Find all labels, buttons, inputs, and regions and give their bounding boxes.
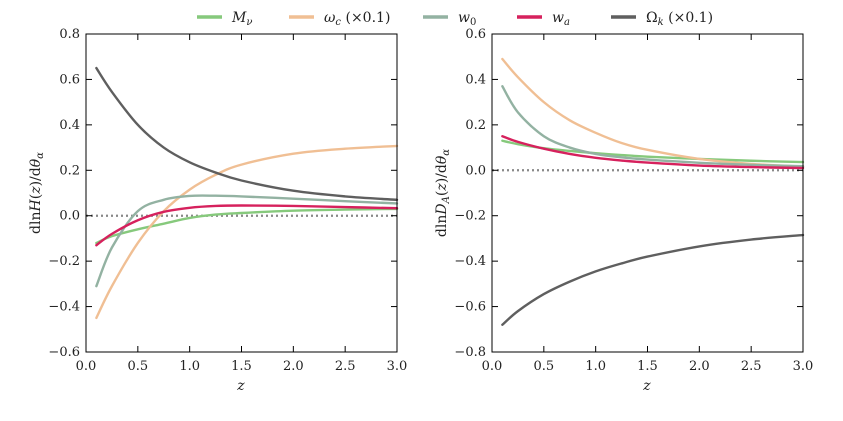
x-tick-label: 3.0 [793,359,814,374]
plot-frame-left [85,33,398,353]
legend-item-m-nu: Mν [197,10,252,28]
chart-right-distance: 0.0 0.5 1.0 1.5 2.0 2.5 3.0 −0.8 −0.6 −0.4 −0.2 0.0… [434,27,813,394]
y-tick-label: −0.8 [454,345,486,360]
y-tick-label: −0.4 [48,300,80,315]
y-tick-label: 0.6 [59,72,80,87]
legend-item-w0: w0 [423,10,476,28]
x-tick-label: 3.0 [387,359,408,374]
y-tick-label: −0.6 [48,345,80,360]
legend-item-wa: wa [517,10,570,28]
y-tick-label: −0.6 [454,300,486,315]
y-tick-label: 0.2 [465,118,486,133]
x-tick-label: 0.0 [482,359,503,374]
y-tick-label: 0.0 [59,209,80,224]
ticks-left: 0.0 0.5 1.0 1.5 2.0 2.5 3.0 −0.6 −0.4 −0.2 0.0 0.2 0… [48,27,407,374]
x-axis-label-left: z [236,378,245,394]
y-tick-label: 0.4 [59,118,80,133]
x-tick-label: 1.5 [637,359,658,374]
y-tick-label: 0.2 [59,163,80,178]
y-tick-label: −0.2 [48,254,80,269]
series-line-m-nu-left [95,207,399,245]
legend-label-wa: wa [552,10,570,28]
y-tick-label: −0.2 [454,209,486,224]
x-axis-label-right: z [642,378,651,394]
series-group-left [86,66,399,320]
series-line-omega-k-left [95,66,399,202]
y-axis-label-left: dlnH(z)/dθα [28,152,46,234]
x-tick-label: 2.5 [335,359,356,374]
chart-left-hubble: 0.0 0.5 1.0 1.5 2.0 2.5 3.0 −0.6 −0.4 −0.2 0.0 0.2 0… [28,27,407,394]
legend-item-omega-c: ωc (×0.1) [289,10,390,28]
x-tick-label: 1.0 [179,359,200,374]
legend-label-m-nu: Mν [231,10,252,28]
legend-label-omega-k: Ωk (×0.1) [646,10,713,28]
series-line-w0-right [501,85,805,168]
y-tick-label: 0.4 [465,72,486,87]
x-tick-label: 0.5 [533,359,554,374]
legend-label-w0: w0 [458,10,476,28]
y-tick-label: 0.0 [465,163,486,178]
series-line-wa-left [95,204,399,247]
x-tick-label: 1.0 [585,359,606,374]
series-line-wa-right [501,135,805,170]
x-tick-label: 0.5 [127,359,148,374]
legend-label-omega-c: ωc (×0.1) [324,10,390,28]
x-tick-label: 2.0 [689,359,710,374]
x-tick-label: 0.0 [76,359,97,374]
y-tick-label: 0.8 [59,27,80,42]
x-tick-label: 2.5 [741,359,762,374]
series-line-omega-c-right [501,57,805,168]
y-axis-label-right: dlnDA(z)/dθα [434,149,452,237]
y-tick-label: 0.6 [465,27,486,42]
y-tick-label: −0.4 [454,254,486,269]
series-group-right [492,57,805,326]
series-line-omega-c-left [95,144,399,320]
x-tick-label: 2.0 [283,359,304,374]
plot-frame-right [491,33,804,353]
x-tick-label: 1.5 [231,359,252,374]
legend: Mν ωc (×0.1) w0 wa Ωk (×0.1) [197,10,713,28]
series-line-omega-k-right [501,233,805,326]
ticks-right: 0.0 0.5 1.0 1.5 2.0 2.5 3.0 −0.8 −0.6 −0.4 −0.2 0.0… [454,27,813,374]
legend-item-omega-k: Ωk (×0.1) [611,10,713,28]
